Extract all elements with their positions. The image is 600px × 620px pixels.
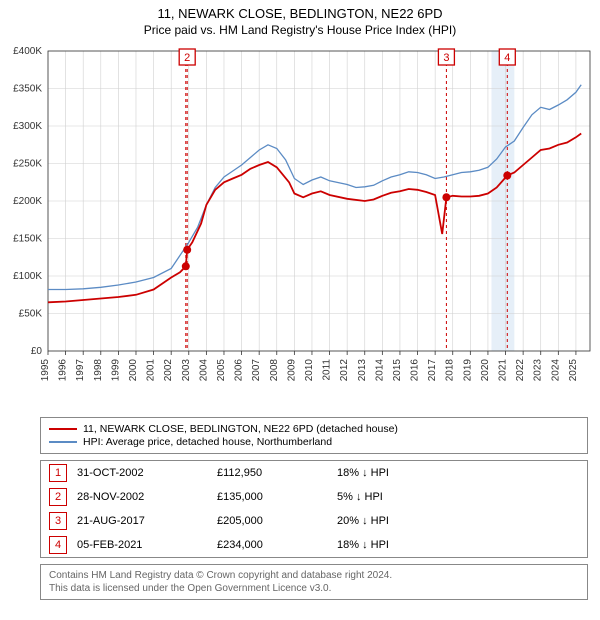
sale-date: 05-FEB-2021 [77,539,207,551]
chart-subtitle: Price paid vs. HM Land Registry's House … [0,23,600,37]
sale-price: £112,950 [217,467,327,479]
sale-vs-hpi: 5% ↓ HPI [337,491,437,503]
svg-text:£50K: £50K [19,309,43,320]
svg-text:£200K: £200K [13,196,42,207]
legend-item: 11, NEWARK CLOSE, BEDLINGTON, NE22 6PD (… [49,423,579,435]
sale-price: £205,000 [217,515,327,527]
svg-text:2024: 2024 [550,359,561,382]
svg-text:2004: 2004 [198,359,209,382]
attribution-line: This data is licensed under the Open Gov… [49,582,579,595]
attribution: Contains HM Land Registry data © Crown c… [40,564,588,600]
svg-text:2003: 2003 [181,359,192,382]
svg-text:2025: 2025 [568,359,579,382]
svg-text:2011: 2011 [322,359,333,381]
svg-text:2012: 2012 [339,359,350,382]
sale-marker-icon: 2 [49,488,67,506]
legend-label: HPI: Average price, detached house, Nort… [83,436,332,448]
svg-text:2013: 2013 [357,359,368,382]
svg-text:2014: 2014 [374,359,385,382]
chart-container: 11, NEWARK CLOSE, BEDLINGTON, NE22 6PD P… [0,0,600,620]
chart-plot-area: £0 £50K £100K £150K £200K £250K £300K £350K £400… [0,41,600,411]
sale-date: 28-NOV-2002 [77,491,207,503]
svg-text:£0: £0 [31,346,43,357]
svg-text:2017: 2017 [427,359,438,382]
table-row: 1 31-OCT-2002 £112,950 18% ↓ HPI [41,461,587,485]
svg-text:2010: 2010 [304,359,315,382]
svg-text:2005: 2005 [216,359,227,382]
sale-marker-icon: 4 [49,536,67,554]
svg-text:1995: 1995 [40,359,51,382]
svg-text:2023: 2023 [533,359,544,382]
legend: 11, NEWARK CLOSE, BEDLINGTON, NE22 6PD (… [40,417,588,454]
svg-text:1998: 1998 [93,359,104,382]
svg-text:2016: 2016 [410,359,421,382]
legend-swatch [49,441,77,443]
svg-text:1997: 1997 [75,359,86,382]
svg-text:£150K: £150K [13,234,42,245]
sale-vs-hpi: 20% ↓ HPI [337,515,437,527]
svg-text:2009: 2009 [286,359,297,382]
sale-price: £234,000 [217,539,327,551]
sales-table: 1 31-OCT-2002 £112,950 18% ↓ HPI 2 28-NO… [40,460,588,558]
legend-label: 11, NEWARK CLOSE, BEDLINGTON, NE22 6PD (… [83,423,398,435]
svg-text:£400K: £400K [13,46,42,57]
svg-text:£350K: £350K [13,84,42,95]
svg-text:2006: 2006 [234,359,245,382]
svg-text:1999: 1999 [110,359,121,382]
svg-text:3: 3 [443,52,449,64]
svg-text:2019: 2019 [462,359,473,382]
svg-text:2018: 2018 [445,359,456,382]
svg-text:2021: 2021 [498,359,509,382]
legend-swatch [49,428,77,430]
svg-text:£250K: £250K [13,159,42,170]
svg-text:2008: 2008 [269,359,280,382]
table-row: 3 21-AUG-2017 £205,000 20% ↓ HPI [41,509,587,533]
svg-text:1996: 1996 [58,359,69,382]
table-row: 4 05-FEB-2021 £234,000 18% ↓ HPI [41,533,587,557]
sale-date: 21-AUG-2017 [77,515,207,527]
svg-text:2000: 2000 [128,359,139,382]
sale-price: £135,000 [217,491,327,503]
svg-text:4: 4 [504,52,510,64]
svg-text:2020: 2020 [480,359,491,382]
svg-text:£300K: £300K [13,121,42,132]
sale-vs-hpi: 18% ↓ HPI [337,467,437,479]
sale-marker-icon: 1 [49,464,67,482]
sale-date: 31-OCT-2002 [77,467,207,479]
chart-svg: £0 £50K £100K £150K £200K £250K £300K £350K £400… [0,41,600,411]
svg-text:2002: 2002 [163,359,174,382]
chart-title: 11, NEWARK CLOSE, BEDLINGTON, NE22 6PD [0,6,600,21]
table-row: 2 28-NOV-2002 £135,000 5% ↓ HPI [41,485,587,509]
svg-text:2022: 2022 [515,359,526,382]
legend-item: HPI: Average price, detached house, Nort… [49,436,579,448]
svg-text:2001: 2001 [146,359,157,382]
sale-vs-hpi: 18% ↓ HPI [337,539,437,551]
svg-text:2015: 2015 [392,359,403,382]
svg-text:£100K: £100K [13,271,42,282]
sale-marker-icon: 3 [49,512,67,530]
attribution-line: Contains HM Land Registry data © Crown c… [49,569,579,582]
svg-text:2: 2 [184,52,190,64]
svg-text:2007: 2007 [251,359,262,382]
